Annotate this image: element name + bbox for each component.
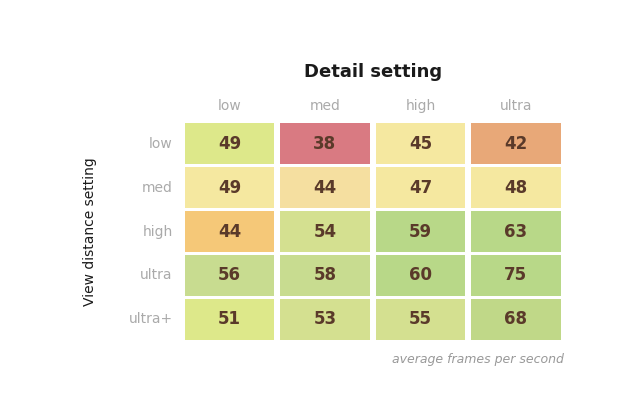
Text: med: med: [310, 100, 340, 113]
Text: 58: 58: [314, 266, 337, 284]
Text: 38: 38: [314, 134, 337, 152]
Text: 42: 42: [504, 134, 527, 152]
Bar: [280, 168, 370, 207]
Bar: [185, 211, 274, 252]
Text: 68: 68: [504, 310, 527, 328]
Bar: [471, 299, 561, 339]
Text: high: high: [405, 100, 435, 113]
Text: 59: 59: [409, 223, 432, 241]
Text: 44: 44: [313, 178, 337, 197]
Text: 49: 49: [218, 178, 241, 197]
Bar: [376, 168, 465, 207]
Bar: [185, 299, 274, 339]
Text: ultra: ultra: [140, 268, 173, 283]
Text: ultra: ultra: [500, 100, 532, 113]
Text: 63: 63: [504, 223, 527, 241]
Text: 75: 75: [504, 266, 527, 284]
Bar: [376, 123, 465, 163]
Bar: [185, 123, 274, 163]
Text: 45: 45: [409, 134, 432, 152]
Text: ultra+: ultra+: [129, 312, 173, 326]
Bar: [280, 299, 370, 339]
Text: average frames per second: average frames per second: [392, 353, 564, 366]
Bar: [471, 168, 561, 207]
Bar: [376, 299, 465, 339]
Text: 48: 48: [504, 178, 527, 197]
Bar: [471, 211, 561, 252]
Text: Detail setting: Detail setting: [303, 63, 442, 81]
Text: high: high: [143, 225, 173, 239]
Text: med: med: [142, 181, 173, 194]
Bar: [185, 168, 274, 207]
Text: 53: 53: [314, 310, 337, 328]
Text: low: low: [149, 136, 173, 150]
Text: 56: 56: [218, 266, 241, 284]
Bar: [280, 255, 370, 296]
Bar: [185, 255, 274, 296]
Text: 55: 55: [409, 310, 432, 328]
Text: 51: 51: [218, 310, 241, 328]
Text: 60: 60: [409, 266, 432, 284]
Bar: [471, 123, 561, 163]
Text: View distance setting: View distance setting: [83, 157, 97, 306]
Bar: [471, 255, 561, 296]
Text: 49: 49: [218, 134, 241, 152]
Text: 54: 54: [314, 223, 337, 241]
Bar: [376, 211, 465, 252]
Bar: [280, 123, 370, 163]
Text: 47: 47: [409, 178, 432, 197]
Text: low: low: [218, 100, 241, 113]
Bar: [376, 255, 465, 296]
Bar: [280, 211, 370, 252]
Text: 44: 44: [218, 223, 241, 241]
